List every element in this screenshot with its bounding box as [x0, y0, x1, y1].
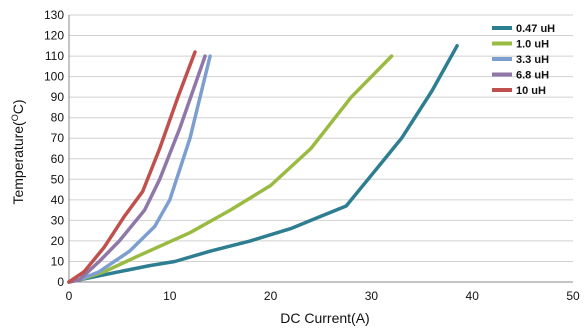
axes — [68, 15, 573, 283]
legend: 0.47 uH 1.0 uH 3.3 uH 6.8 uH 10 uH — [492, 23, 555, 97]
gridlines — [69, 14, 573, 262]
x-tick-label: 20 — [264, 289, 278, 303]
y-tick-label: 0 — [57, 275, 64, 289]
x-axis-title: DC Current(A) — [280, 310, 369, 326]
legend-label-1: 1.0 uH — [516, 39, 549, 51]
x-tick-labels: 0 10 20 30 40 50 — [66, 289, 580, 303]
y-tick-label: 120 — [44, 29, 64, 43]
y-tick-label: 30 — [51, 213, 65, 227]
y-tick-label: 80 — [51, 111, 65, 125]
x-tick-label: 30 — [365, 289, 379, 303]
legend-label-4: 10 uH — [516, 85, 546, 97]
y-axis-title-superscript: O — [10, 114, 20, 121]
y-tick-label: 130 — [44, 8, 64, 22]
y-tick-label: 70 — [51, 131, 65, 145]
x-tick-label: 0 — [66, 289, 73, 303]
y-tick-label: 100 — [44, 70, 64, 84]
series-line-2 — [67, 54, 212, 284]
legend-label-2: 3.3 uH — [516, 54, 549, 66]
legend-label-0: 0.47 uH — [516, 23, 555, 35]
x-tick-label: 50 — [566, 289, 580, 303]
series-line-0 — [67, 44, 459, 284]
series-line-3 — [67, 54, 207, 284]
series-line-4 — [67, 50, 197, 284]
y-tick-labels: 0 10 20 30 40 50 60 70 80 90 100 110 120 130 — [44, 8, 64, 289]
y-axis-title-main: Temperature( — [10, 121, 26, 205]
y-axis-title: Temperature(OC) — [10, 99, 26, 204]
y-tick-label: 50 — [51, 172, 65, 186]
y-tick-label: 20 — [51, 234, 65, 248]
y-tick-label: 10 — [51, 254, 65, 268]
y-tick-label: 40 — [51, 193, 65, 207]
series-line-1 — [67, 54, 394, 284]
legend-label-3: 6.8 uH — [516, 70, 549, 82]
y-tick-label: 90 — [51, 90, 65, 104]
x-tick-label: 40 — [466, 289, 480, 303]
y-tick-label: 110 — [45, 49, 64, 63]
y-axis-title-tail: C) — [10, 99, 26, 114]
series-lines — [67, 44, 459, 284]
y-tick-label: 60 — [51, 152, 65, 166]
x-tick-label: 10 — [163, 289, 177, 303]
